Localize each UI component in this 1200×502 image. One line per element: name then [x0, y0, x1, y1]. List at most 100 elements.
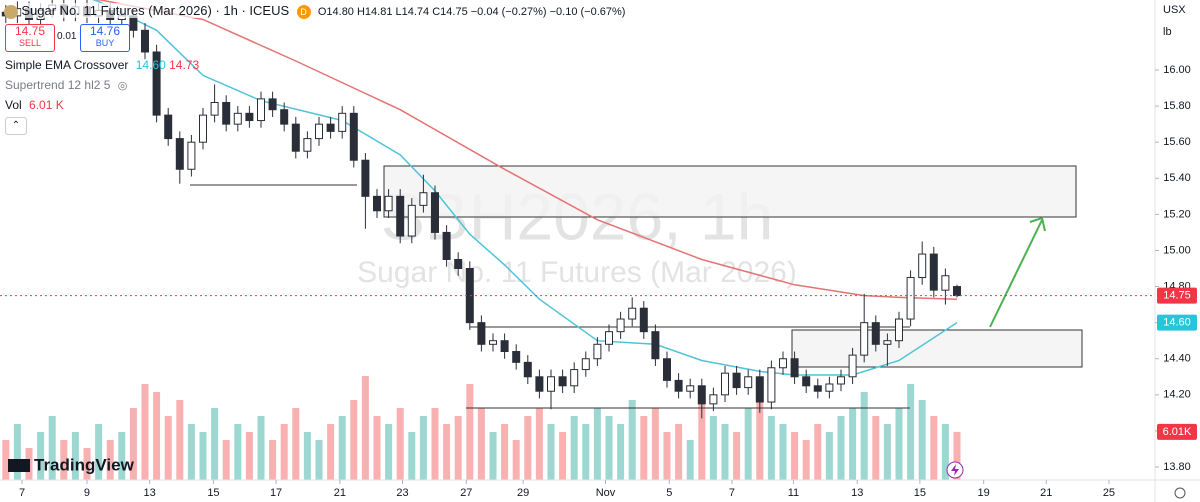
candle-body [326, 123, 335, 132]
candle-body [465, 268, 474, 324]
y-tick-label: 14.40 [1163, 353, 1191, 365]
candle-body [628, 307, 637, 320]
volume-bar [524, 416, 532, 480]
y-tick-label: 15.60 [1163, 136, 1191, 148]
candle-body [349, 112, 358, 161]
volume-bar [872, 416, 880, 480]
candle-body [245, 112, 254, 122]
volume-bar [802, 440, 810, 480]
x-tick-label: 25 [1103, 487, 1115, 499]
x-tick-label: 15 [207, 487, 219, 499]
y-tick-label: 15.00 [1163, 244, 1191, 256]
volume-bar [547, 424, 555, 480]
candle-body [175, 138, 184, 170]
eye-icon[interactable]: ◎ [117, 80, 128, 92]
x-tick-label: 19 [978, 487, 990, 499]
candle-body [198, 114, 207, 143]
volume-bar [419, 416, 427, 480]
volume-bar [257, 416, 265, 480]
volume-bar [593, 408, 601, 480]
candle-body [813, 385, 822, 392]
candle-body [674, 379, 683, 392]
indicator-name: Supertrend 12 hl2 5 [5, 78, 111, 92]
indicator[interactable]: Supertrend 12 hl2 5 ◎ [5, 78, 127, 92]
candle-body [454, 258, 463, 270]
candle-body [384, 195, 393, 212]
volume-bar [779, 424, 787, 480]
candle-body [906, 277, 915, 320]
volume-bar [628, 400, 636, 480]
collapse-button[interactable]: ⌃ [5, 117, 27, 135]
candle-body [662, 358, 671, 381]
volume-bar [663, 432, 671, 480]
volume-bar [454, 416, 462, 480]
indicator[interactable]: Vol 6.01 K [5, 98, 64, 112]
volume-bar [512, 440, 520, 480]
candle-body [396, 195, 405, 237]
candle-body [512, 351, 521, 363]
volume-bar [849, 408, 857, 480]
candle-body [790, 358, 799, 378]
price-tag-label: 14.60 [1163, 317, 1191, 329]
y-tick-label: 16.00 [1163, 64, 1191, 76]
volume-bar [153, 392, 161, 480]
candle-body [570, 369, 579, 387]
volume-bar [860, 392, 868, 480]
symbol[interactable]: Sugar No. 11 Futures (Mar 2026) · 1h · I… [21, 3, 290, 18]
volume-bar [60, 440, 68, 480]
volume-bar [582, 424, 590, 480]
symbol-row: Sugar No. 11 Futures (Mar 2026) · 1h · I… [4, 3, 626, 19]
candle-body [500, 340, 509, 353]
volume-bar [443, 424, 451, 480]
sell-button[interactable]: 14.75 SELL [5, 24, 55, 52]
volume-bar [234, 424, 242, 480]
volume-bar [953, 431, 961, 480]
buy-button[interactable]: 14.76 BUY [80, 24, 130, 52]
candle-body [407, 204, 416, 237]
volume-bar [187, 424, 195, 480]
candle-body [848, 354, 857, 378]
volume-bar [918, 400, 926, 480]
badge: D [296, 5, 311, 19]
indicator[interactable]: Simple EMA Crossover 14.60 14.73 [5, 58, 199, 72]
candle-body [825, 383, 834, 392]
volume-bar [71, 432, 79, 480]
candle-body [546, 376, 555, 392]
x-tick-label: 17 [270, 487, 282, 499]
candle-body [651, 331, 660, 360]
zone-box [383, 165, 1077, 218]
volume-bar [767, 416, 775, 480]
volume-bar [535, 408, 543, 480]
unit[interactable]: lb [1163, 26, 1172, 38]
volume-bar [559, 432, 567, 480]
volume-bar [744, 408, 752, 480]
candle-body [523, 361, 532, 378]
volume-bar [338, 416, 346, 480]
candle-body [860, 322, 869, 356]
candle-body [604, 331, 613, 345]
volume-bar [95, 424, 103, 480]
candle-body [836, 376, 845, 385]
x-tick-label: 7 [729, 487, 735, 499]
candle-body [616, 318, 625, 333]
volume-bar [327, 424, 335, 480]
candle-body [314, 123, 323, 140]
price-tag-label: 14.75 [1163, 289, 1191, 301]
candle-body [720, 372, 729, 396]
y-tick-label: 15.40 [1163, 172, 1191, 184]
logo-mark [8, 459, 30, 472]
candle-body [291, 123, 300, 152]
volume-bar [698, 400, 706, 480]
x-tick-label: 23 [396, 487, 408, 499]
sell-label: SELL [18, 38, 42, 48]
volume-layer [2, 376, 961, 480]
volume-bar [118, 432, 126, 480]
candle-body [430, 192, 439, 233]
settings-icon[interactable] [1174, 487, 1186, 499]
currency[interactable]: USX [1163, 4, 1186, 16]
price-tag [1157, 314, 1197, 331]
indicator-value: 14.73 [169, 58, 200, 72]
